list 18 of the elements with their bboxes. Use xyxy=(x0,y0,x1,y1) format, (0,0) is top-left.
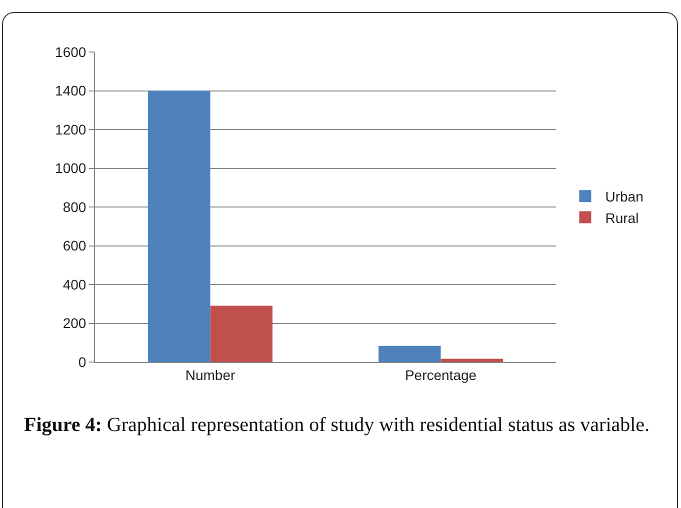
y-tick-label: 200 xyxy=(62,315,86,332)
bar xyxy=(440,358,503,362)
y-tick-label: 600 xyxy=(62,238,86,254)
legend-label: Rural xyxy=(605,210,639,226)
bar xyxy=(210,306,272,362)
y-tick-label: 1200 xyxy=(55,121,86,138)
y-tick-label: 1600 xyxy=(55,44,86,60)
y-tick-label: 0 xyxy=(78,354,86,370)
y-tick-label: 1000 xyxy=(55,160,86,176)
x-tick-label: Number xyxy=(185,366,236,383)
bar xyxy=(148,90,210,362)
x-tick-label: Percentage xyxy=(404,366,477,383)
y-tick-label: 1400 xyxy=(55,82,86,99)
caption: Figure 4: Graphical representation of study with residential status as variable. xyxy=(24,413,651,438)
bar xyxy=(378,346,441,362)
y-tick-label: 800 xyxy=(62,198,86,215)
y-tick-label: 400 xyxy=(62,276,86,292)
legend-label: Urban xyxy=(605,188,644,205)
